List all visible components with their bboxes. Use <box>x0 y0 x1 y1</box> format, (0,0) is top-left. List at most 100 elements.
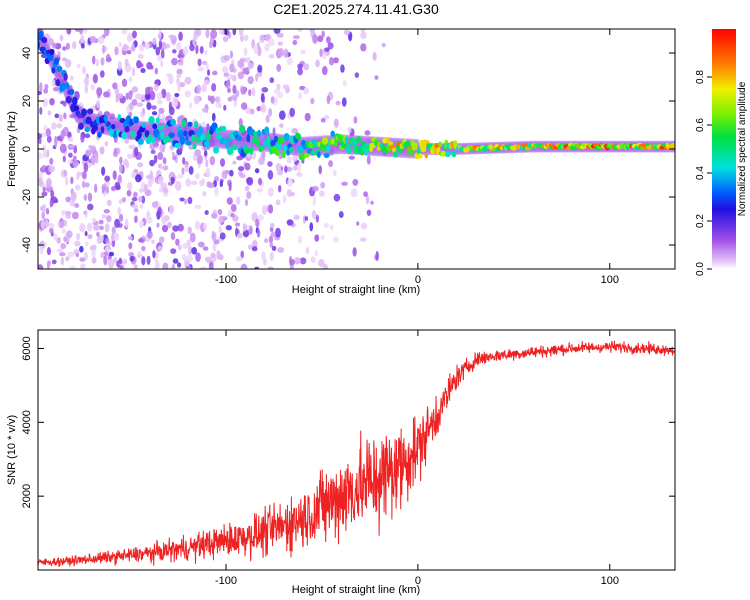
spectrogram-noise-cell <box>199 179 204 187</box>
spectrogram-noise-cell <box>118 198 123 205</box>
spectrogram-noise-cell <box>146 216 153 224</box>
spectrogram-noise-cell <box>192 36 196 46</box>
spectrogram-noise-cell <box>126 50 132 55</box>
spectrogram-noise-cell <box>101 166 106 176</box>
spectrogram-noise-cell <box>270 222 275 229</box>
spectrogram-ridge-cell <box>273 135 278 143</box>
spectrogram-noise-cell <box>256 188 263 193</box>
spectrogram-noise-cell <box>128 144 136 150</box>
y-tick-label: 40 <box>21 47 33 59</box>
spectrogram-noise-cell <box>323 223 330 228</box>
spectrogram-noise-cell <box>124 58 129 67</box>
spectrogram-noise-cell <box>333 236 339 243</box>
spectrogram-noise-cell <box>312 34 318 44</box>
spectrogram-ridge-cell <box>444 151 451 158</box>
y-tick-label: 4000 <box>21 410 33 434</box>
spectrogram-noise-cell <box>326 36 331 44</box>
spectrogram-noise-cell <box>140 94 146 101</box>
spectrogram-noise-cell <box>240 86 247 96</box>
spectrogram-noise-cell <box>65 214 71 219</box>
spectrogram-noise-cell <box>318 165 322 175</box>
spectrogram-noise-cell <box>42 144 47 154</box>
spectrogram-noise-cell <box>220 158 226 167</box>
spectrogram-noise-cell <box>257 214 264 221</box>
spectrogram-noise-cell <box>56 248 64 253</box>
spectrogram-noise-cell <box>205 159 209 168</box>
spectrogram-y-axis: -40 -20 0 20 40 <box>21 47 675 253</box>
spectrogram-noise-cell <box>58 114 63 121</box>
spectrogram-noise-cell <box>40 132 47 138</box>
spectrogram-noise-cell <box>177 223 184 232</box>
spectrogram-noise-cell <box>54 42 62 50</box>
spectrogram-noise-cell <box>101 183 107 192</box>
spectrogram-noise-cell <box>172 258 179 264</box>
spectrogram-noise-cell <box>75 253 79 258</box>
spectrogram-ridge-cell <box>55 79 61 87</box>
spectrogram-noise-cell <box>128 252 135 257</box>
spectrogram-noise-cell <box>46 149 50 158</box>
spectrogram-noise-cell <box>131 42 135 52</box>
spectrogram-noise-cell <box>246 191 252 200</box>
spectrogram-ridge-cell <box>49 48 55 55</box>
spectrogram-noise-cell <box>350 188 358 198</box>
spectrogram-noise-cell <box>118 163 123 174</box>
spectrogram-ridge-cell <box>181 119 187 127</box>
spectrogram-noise-cell <box>292 39 298 46</box>
spectrogram-noise-cell <box>343 29 350 36</box>
spectrogram-noise-cell <box>171 263 176 269</box>
spectrogram-noise-cell <box>84 84 89 94</box>
spectrogram-noise-cell <box>162 157 167 165</box>
spectrogram-noise-cell <box>242 223 247 232</box>
spectrogram-ridge-cell <box>185 140 192 146</box>
spectrogram-noise-cell <box>38 177 44 186</box>
colorbar-tick-label: 0.2 <box>695 214 706 228</box>
spectrogram-ridge-cell <box>38 40 41 50</box>
spectrogram-noise-cell <box>133 264 138 269</box>
spectrogram-noise-cell <box>48 228 54 234</box>
spectrogram-noise-cell <box>180 57 184 66</box>
spectrogram-noise-cell <box>95 58 99 67</box>
spectrogram-noise-cell <box>252 239 258 249</box>
spectrogram-noise-cell <box>127 235 133 241</box>
spectrogram-ridge-cell <box>53 57 60 66</box>
spectrogram-noise-cell <box>138 220 144 227</box>
spectrogram-noise-cell <box>267 170 274 180</box>
colorbar-tick-label: 0.0 <box>695 262 706 276</box>
spectrogram-ridge-cell <box>97 131 102 138</box>
snr-panel: -100 0 100 2000 4000 6000 Height of straight… <box>6 329 676 596</box>
x-tick-label: 100 <box>601 274 619 286</box>
colorbar-tick-label: 0.8 <box>695 70 706 84</box>
spectrogram-noise-cell <box>162 187 169 194</box>
spectrogram-noise-cell <box>294 257 301 265</box>
spectrogram-noise-cell <box>117 207 121 216</box>
spectrogram-noise-cell <box>260 35 266 41</box>
spectrogram-noise-cell <box>117 174 123 184</box>
spectrogram-noise-cell <box>328 56 335 66</box>
spectrogram-noise-cell <box>247 61 254 69</box>
spectrogram-ridge-cell <box>310 150 315 156</box>
spectrogram-noise-cell <box>187 226 192 235</box>
spectrogram-noise-cell <box>197 58 202 67</box>
spectrogram-noise-cell <box>238 117 243 128</box>
spectrogram-noise-cell <box>232 160 237 165</box>
spectrogram-noise-cell <box>157 206 162 216</box>
spectrogram-noise-cell <box>67 144 75 149</box>
spectrogram-noise-cell <box>278 184 282 193</box>
spectrogram-noise-cell <box>240 250 245 259</box>
spectrogram-noise-cell <box>70 176 74 185</box>
spectrogram-ridge-cell <box>84 126 90 133</box>
y-tick-label: 20 <box>21 95 33 107</box>
spectrogram-noise-cell <box>160 48 165 59</box>
spectrogram-noise-cell <box>309 222 314 232</box>
spectrogram-noise-cell <box>352 247 357 257</box>
spectrogram-ridge-cell <box>231 144 238 151</box>
spectrogram-ridge-cell <box>225 137 231 143</box>
spectrogram-noise-cell <box>69 75 74 81</box>
spectrogram-noise-cell <box>111 185 116 192</box>
spectrogram-ridge-cell <box>119 118 126 124</box>
spectrogram-noise-cell <box>152 250 156 259</box>
spectrogram-noise-cell <box>44 83 49 90</box>
spectrogram-noise-cell <box>312 196 316 206</box>
spectrogram-noise-cell <box>275 199 281 206</box>
spectrogram-noise-cell <box>45 207 50 215</box>
